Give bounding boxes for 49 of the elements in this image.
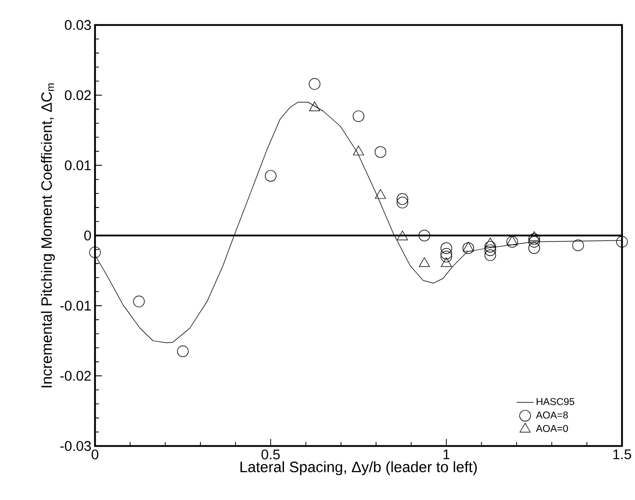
y-tick-label: 0.01 — [64, 160, 91, 170]
point — [396, 230, 408, 240]
x-tick-label: 1 — [444, 450, 450, 460]
x-axis-title: Lateral Spacing, Δy/b (leader to left) — [240, 461, 477, 476]
y-axis-title: Incremental Pitching Moment Coefficient, ΔC$_{m}$ — [40, 84, 55, 388]
x-tick-label: 0 — [92, 450, 98, 460]
point — [309, 102, 320, 112]
point — [133, 296, 145, 308]
y-tick-label: -0.01 — [60, 300, 91, 311]
y-tick-label: 0.02 — [64, 90, 91, 100]
y-tick-label: -0.03 — [60, 441, 91, 451]
point — [572, 240, 584, 252]
point — [484, 249, 496, 261]
point — [528, 233, 540, 245]
point — [396, 193, 408, 205]
point — [528, 231, 540, 241]
point — [374, 146, 386, 158]
point — [396, 196, 408, 208]
y-tick-label: 0.03 — [64, 20, 91, 30]
point — [440, 250, 452, 262]
x-tick-label: 0.5 — [262, 450, 280, 460]
point — [484, 244, 496, 256]
y-tick-label: -0.02 — [60, 370, 91, 381]
point — [528, 242, 540, 254]
point — [506, 236, 518, 248]
legend-label: HASC95 — [536, 398, 574, 406]
point — [308, 78, 320, 90]
point — [528, 236, 540, 248]
point — [352, 110, 364, 122]
x-tick-label: 1.5 — [613, 450, 632, 460]
point — [484, 240, 496, 253]
point — [89, 246, 101, 258]
point — [374, 189, 386, 199]
point — [418, 257, 430, 267]
point — [462, 242, 474, 252]
point — [616, 236, 628, 248]
point — [440, 242, 452, 254]
y-tick-label: 0 — [84, 230, 91, 240]
point — [418, 230, 430, 242]
point — [484, 238, 496, 248]
legend-label: AOA=8 — [536, 412, 568, 419]
legend-label: AOA=0 — [536, 424, 568, 432]
point — [462, 242, 474, 254]
point — [506, 236, 518, 246]
point — [264, 170, 276, 182]
point — [440, 257, 452, 267]
point — [440, 248, 452, 260]
point — [177, 345, 189, 358]
point — [353, 146, 364, 156]
